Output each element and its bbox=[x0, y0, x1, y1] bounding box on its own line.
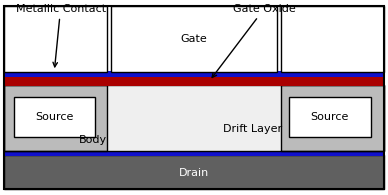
Text: Gate: Gate bbox=[181, 34, 207, 44]
Bar bbox=[4, 6, 107, 72]
Text: Gate Oxide: Gate Oxide bbox=[212, 4, 296, 77]
Text: Drift Layer: Drift Layer bbox=[223, 124, 282, 134]
Bar bbox=[289, 97, 371, 137]
Bar bbox=[4, 85, 384, 151]
Bar bbox=[4, 85, 384, 151]
Bar bbox=[4, 155, 384, 189]
Text: Source: Source bbox=[311, 112, 349, 122]
Bar bbox=[4, 150, 384, 156]
Bar bbox=[111, 6, 277, 72]
Bar bbox=[4, 71, 384, 77]
Text: Body: Body bbox=[79, 135, 107, 145]
Text: Metallic Contact: Metallic Contact bbox=[16, 4, 106, 67]
Bar bbox=[4, 76, 384, 86]
Text: Source: Source bbox=[35, 112, 73, 122]
Bar bbox=[281, 6, 384, 72]
Text: Drain: Drain bbox=[179, 168, 209, 178]
Bar bbox=[4, 85, 107, 151]
Bar bbox=[14, 97, 95, 137]
Bar bbox=[281, 85, 384, 151]
